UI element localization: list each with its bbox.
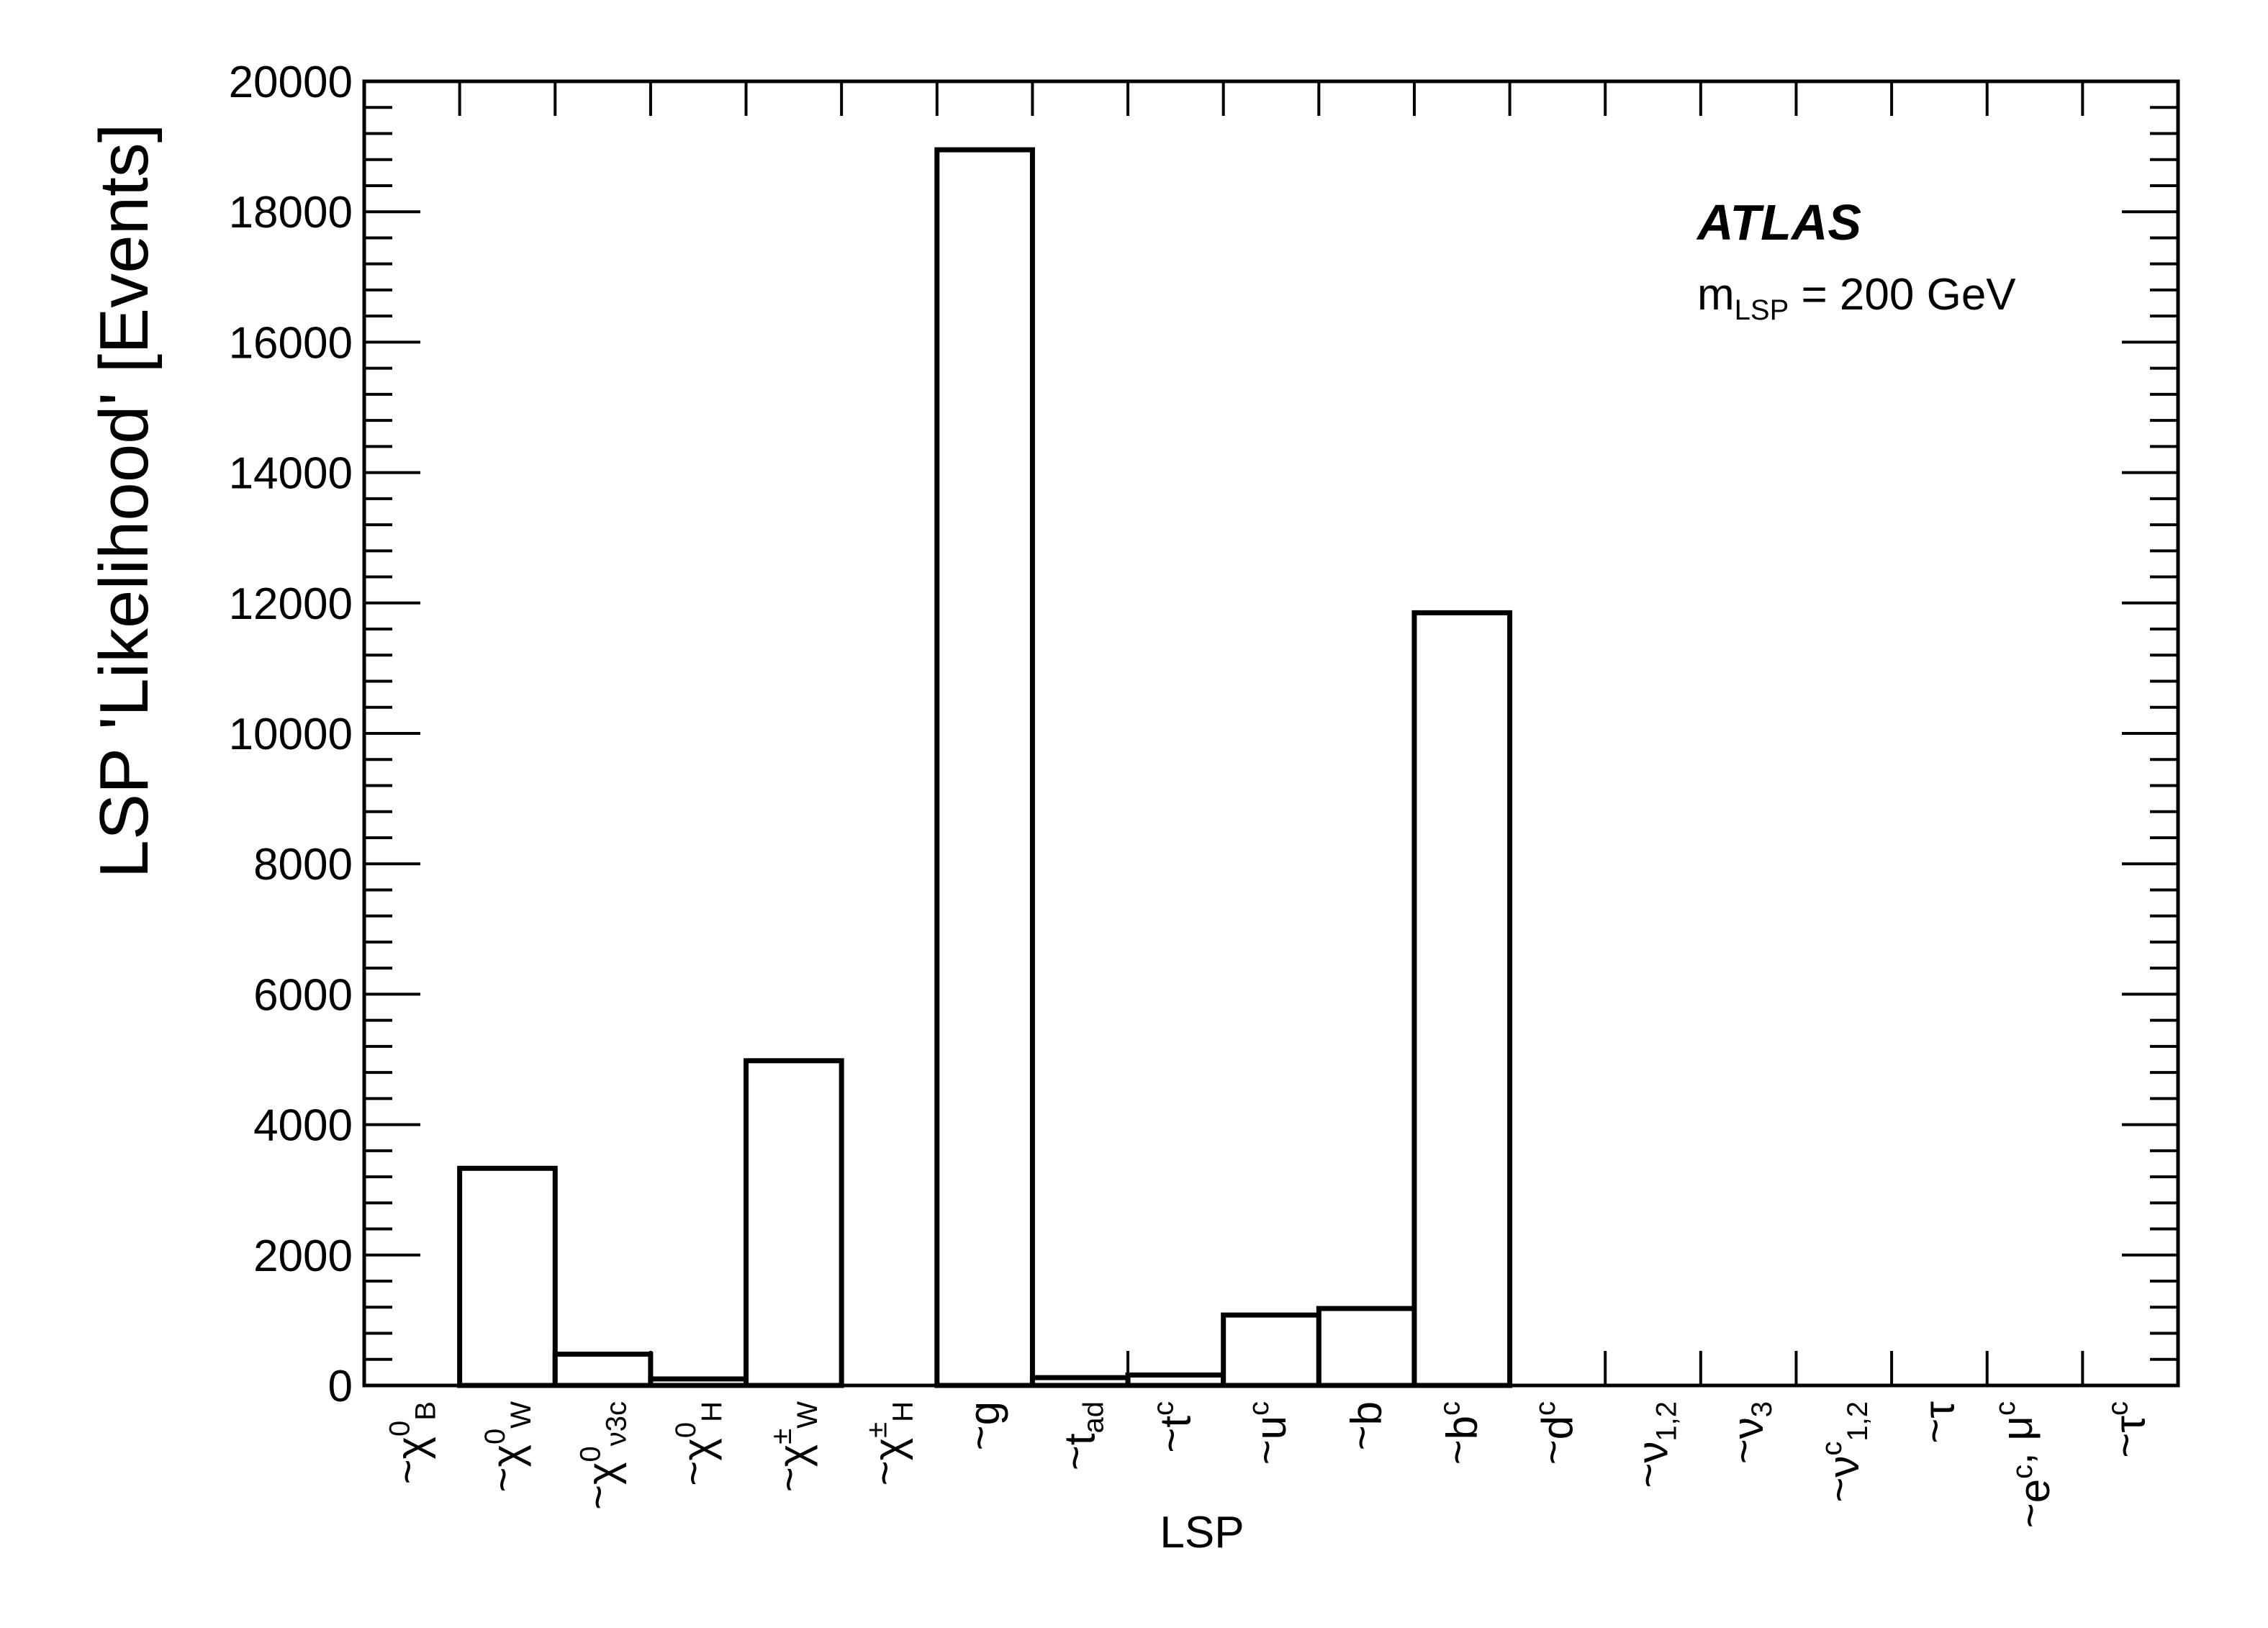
y-tick-label: 6000 (253, 970, 353, 1020)
y-tick-label: 18000 (229, 188, 353, 238)
x-category-label: ~tad (1052, 1401, 1110, 1470)
histogram-bar (648, 1376, 749, 1388)
histogram-bar (1411, 610, 1513, 1388)
x-category-label-text: ~b (1338, 1401, 1391, 1450)
x-category-label-text: ~χ±W (765, 1401, 823, 1493)
x-category-label-text: ~χ0H (669, 1401, 728, 1486)
x-category-label: ~τc (2102, 1401, 2154, 1458)
histogram (457, 147, 1513, 1388)
x-category-label: ~ν1,2 (1625, 1401, 1683, 1488)
histogram-bar (1221, 1312, 1322, 1388)
y-tick-label: 20000 (229, 58, 353, 107)
x-category-label: ~dc (1529, 1401, 1581, 1465)
x-category-label: ~b (1338, 1401, 1391, 1450)
x-category-label: ~χ0B (383, 1401, 441, 1484)
x-category-label: ~uc (1242, 1401, 1295, 1465)
x-category-label-text: ~ec, μc (1989, 1401, 2059, 1528)
x-category-label-text: ~τ (1910, 1401, 1963, 1444)
histogram-bar (744, 1058, 844, 1388)
x-category-label-text: ~dc (1529, 1401, 1581, 1465)
y-tick-label: 14000 (229, 449, 353, 499)
x-category-label: ~bc (1433, 1401, 1486, 1465)
x-category-label-text: ~χ0W (479, 1401, 537, 1493)
x-category-label: ~χ0ν3c (574, 1401, 633, 1510)
histogram-bar (1029, 1375, 1131, 1388)
x-category-label-text: ~νc1,2 (1815, 1401, 1874, 1503)
y-tick-label: 12000 (229, 579, 353, 629)
y-tick-label: 16000 (229, 318, 353, 368)
x-category-label: ~ν3 (1720, 1401, 1778, 1464)
y-tick-label: 10000 (229, 710, 353, 759)
x-category-labels: ~χ0B ~χ0W ~χ0ν3c ~χ0H ~χ±W ~χ±H ~g ~tad ~tc ~uc ~b… (383, 1401, 2154, 1529)
x-category-label-text: ~ν3 (1720, 1401, 1778, 1464)
y-tick-label: 4000 (253, 1101, 353, 1151)
x-category-label: ~ec, μc (1989, 1401, 2059, 1528)
x-category-label: ~χ±W (765, 1401, 823, 1493)
atlas-label: ATLAS (1696, 194, 1861, 250)
x-category-label-text: ~g (956, 1401, 1008, 1450)
x-category-label: ~χ±H (860, 1401, 918, 1485)
histogram-bar (457, 1165, 558, 1388)
x-category-label: ~tc (1147, 1401, 1199, 1453)
x-category-label: ~χ0H (669, 1401, 728, 1486)
x-category-label-text: ~τc (2102, 1401, 2154, 1458)
y-tick-label: 0 (328, 1362, 353, 1411)
histogram-bar (1125, 1373, 1226, 1388)
y-tick-label: 2000 (253, 1231, 353, 1281)
x-category-label-text: ~tad (1052, 1401, 1110, 1470)
x-category-label-text: ~χ0ν3c (574, 1401, 633, 1510)
y-tick-label: 8000 (253, 840, 353, 890)
x-category-label-text: ~ν1,2 (1625, 1401, 1683, 1488)
x-axis-title: LSP (1160, 1508, 1244, 1557)
y-axis-title: LSP 'Likelihood' [Events] (86, 124, 163, 879)
histogram-bar (934, 147, 1035, 1388)
x-category-label-text: ~χ±H (860, 1401, 918, 1485)
x-category-label: ~χ0W (479, 1401, 537, 1493)
x-category-label: ~g (956, 1401, 1008, 1450)
x-category-label-text: ~χ0B (383, 1401, 441, 1484)
x-category-label: ~τ (1910, 1401, 1963, 1444)
y-tick-labels: 0 2000 4000 6000 8000 10000 12000 14000 16000 180… (229, 58, 353, 1411)
histogram-bar (552, 1352, 654, 1388)
x-category-label-text: ~bc (1433, 1401, 1486, 1465)
x-category-label-text: ~uc (1242, 1401, 1295, 1465)
x-category-label: ~νc1,2 (1815, 1401, 1874, 1503)
mass-annotation: mLSP = 200 GeV (1697, 270, 2016, 326)
x-category-label-text: ~tc (1147, 1401, 1199, 1453)
histogram-bar (1316, 1306, 1417, 1388)
